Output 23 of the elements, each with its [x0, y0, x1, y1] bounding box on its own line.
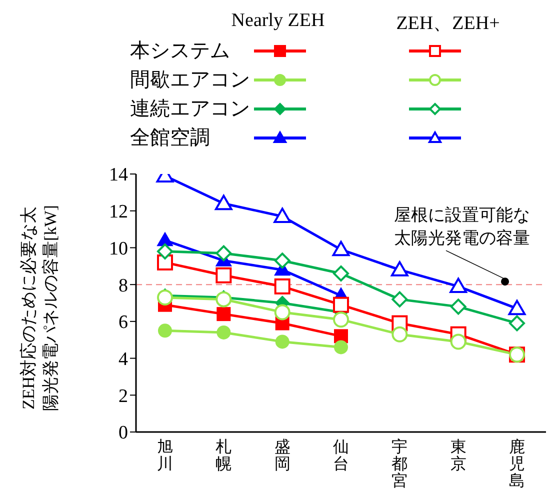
ref-line-label: 屋根に設置可能な太陽光発電の容量: [394, 206, 530, 248]
y-tick-label: 10: [109, 238, 128, 260]
y-tick-label: 12: [109, 202, 128, 223]
y-tick-label: 14: [109, 164, 128, 186]
x-tick-label: 札幌: [216, 438, 232, 473]
y-tick-label: 2: [118, 386, 128, 407]
text: Nearly ZEH: [230, 10, 326, 33]
x-tick-label: 宇都宮: [392, 438, 408, 490]
legend-label: 間歇エアコン: [130, 68, 251, 93]
legend-label: 全館空調: [130, 126, 211, 151]
x-tick-label: 東京: [450, 438, 466, 473]
y-axis-title: ZEH対応のために必要な太陽光発電パネルの容量[kW]: [19, 205, 60, 411]
x-tick-label: 盛岡: [274, 438, 290, 473]
text: ZEH、ZEH+: [395, 12, 501, 36]
x-tick-label: 鹿児島: [509, 438, 525, 490]
x-tick-label: 旭川: [157, 438, 173, 473]
legend-label: 本システム: [130, 39, 231, 64]
y-tick-label: 0: [118, 422, 128, 444]
legend-label: 連続エアコン: [130, 97, 251, 122]
y-tick-label: 6: [118, 312, 128, 334]
y-tick-label: 4: [118, 349, 128, 370]
y-tick-label: 8: [118, 275, 128, 296]
x-tick-label: 仙台: [333, 439, 349, 473]
